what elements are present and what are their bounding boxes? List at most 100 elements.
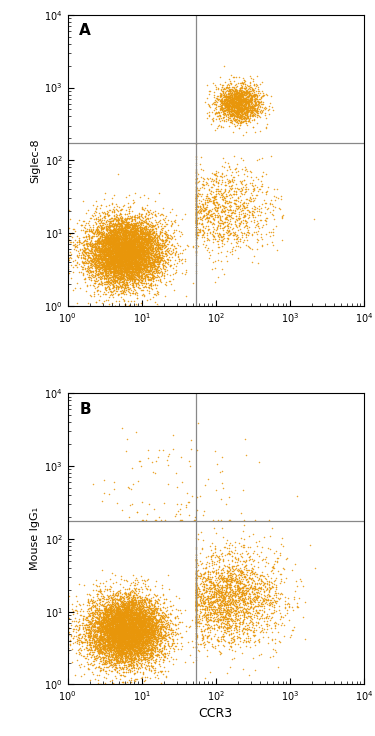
Point (226, 96, 232, 108)
Point (116, 620, 122, 632)
Point (129, 662, 135, 674)
Point (115, 251, 121, 263)
Point (110, 258, 116, 270)
Point (89, 637, 95, 648)
Point (119, 638, 125, 650)
Point (103, 656, 109, 668)
Point (110, 654, 116, 666)
Point (140, 639, 146, 651)
Point (154, 252, 160, 263)
Point (112, 634, 118, 646)
Point (114, 644, 120, 656)
Point (126, 609, 132, 620)
Point (112, 622, 118, 634)
Point (123, 233, 129, 245)
Point (125, 216, 131, 228)
Point (126, 618, 132, 630)
Point (126, 236, 132, 247)
Point (113, 605, 119, 617)
Point (121, 637, 127, 649)
Point (114, 608, 120, 620)
Point (125, 643, 131, 655)
Point (103, 575, 109, 587)
Point (109, 615, 115, 627)
Point (241, 93, 247, 105)
Point (116, 624, 122, 636)
Point (242, 103, 248, 115)
Point (229, 100, 235, 112)
Point (198, 202, 204, 213)
Point (153, 247, 159, 258)
Point (215, 177, 221, 188)
Point (130, 247, 136, 259)
Point (194, 177, 200, 188)
Point (104, 616, 110, 628)
Point (135, 608, 141, 620)
Point (129, 498, 135, 510)
Point (254, 155, 260, 166)
Point (132, 238, 138, 250)
Point (132, 258, 138, 269)
Point (115, 254, 121, 266)
Point (151, 623, 157, 635)
Point (82, 652, 88, 664)
Point (128, 623, 134, 634)
Point (215, 573, 221, 584)
Point (120, 636, 126, 648)
Point (194, 205, 200, 217)
Point (132, 621, 138, 633)
Point (129, 215, 135, 227)
Point (87, 624, 93, 636)
Point (130, 239, 136, 251)
Point (233, 85, 239, 96)
Point (121, 624, 127, 636)
Point (135, 246, 141, 258)
Point (163, 670, 169, 682)
Point (266, 578, 272, 590)
Point (100, 270, 106, 282)
Point (131, 618, 137, 630)
Point (116, 661, 122, 673)
Point (220, 108, 226, 120)
Point (228, 97, 234, 109)
Point (214, 579, 220, 591)
Point (132, 634, 138, 646)
Point (154, 606, 160, 618)
Point (111, 228, 117, 240)
Point (148, 639, 154, 651)
Point (154, 623, 160, 635)
Point (194, 623, 200, 634)
Point (127, 245, 133, 257)
Point (132, 255, 138, 267)
Point (116, 261, 122, 273)
Point (108, 654, 114, 665)
Point (207, 539, 213, 551)
Point (98, 222, 104, 233)
Point (103, 626, 109, 638)
Point (232, 102, 238, 113)
Point (217, 229, 223, 241)
Point (114, 605, 120, 617)
Point (130, 247, 136, 258)
Point (96, 237, 102, 249)
Point (239, 113, 245, 124)
Point (135, 648, 141, 660)
Point (229, 110, 235, 121)
Point (214, 93, 220, 105)
Point (108, 600, 114, 612)
Point (141, 263, 147, 275)
Point (159, 612, 165, 624)
Point (118, 623, 124, 635)
Point (108, 635, 114, 647)
Point (116, 615, 122, 627)
Point (194, 184, 200, 196)
Point (150, 639, 156, 651)
Point (115, 638, 121, 650)
Point (115, 257, 121, 269)
Point (242, 626, 248, 638)
Point (155, 244, 161, 256)
Point (106, 632, 112, 644)
Point (231, 102, 237, 114)
Point (96, 250, 102, 262)
Point (110, 625, 116, 637)
